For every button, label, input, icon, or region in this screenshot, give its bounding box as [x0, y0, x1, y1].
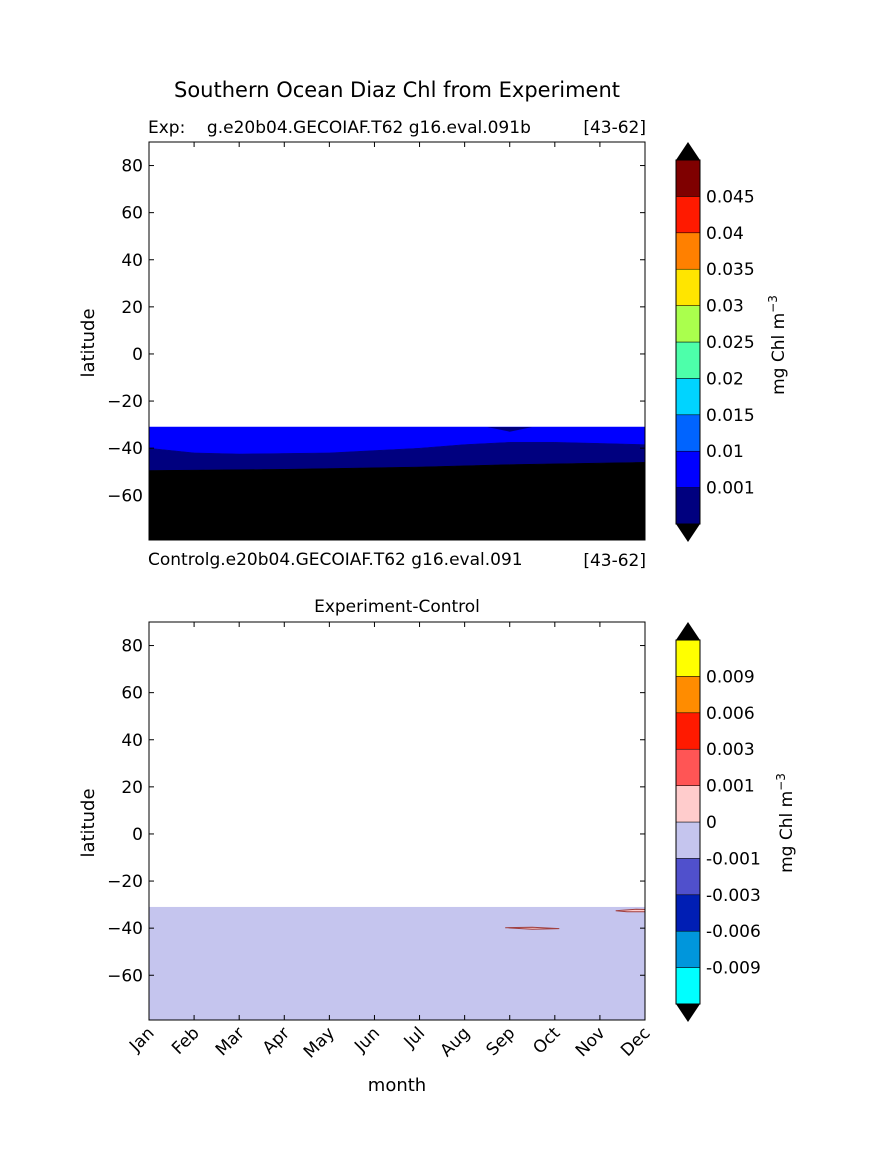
colorbar-segment — [675, 159, 701, 197]
difference-colorbar: -0.009 -0.006 -0.003 -0.001 0 0.001 0.003 0.006… — [675, 622, 761, 1022]
y-tick-label: 80 — [121, 157, 143, 177]
y-tick-label: 0 — [132, 345, 143, 365]
month-label: May — [300, 1023, 339, 1062]
colorbar-tick-label: 0.035 — [706, 260, 755, 280]
y-tick-label: −20 — [107, 872, 143, 892]
colorbar-frame — [675, 159, 701, 525]
y-tick-label: 20 — [121, 778, 143, 798]
difference-y-axis: 80 60 40 20 0 −20 −40 −60 — [107, 637, 645, 986]
month-label: Aug — [437, 1023, 475, 1061]
colorbar-segment — [675, 305, 701, 343]
month-label: Jan — [125, 1023, 158, 1056]
colorbar-tick-label: -0.006 — [706, 922, 761, 942]
month-label: Apr — [259, 1023, 294, 1058]
difference-fill — [149, 906, 645, 1020]
experiment-y-label: latitude — [78, 308, 99, 377]
colorbar-segment — [675, 930, 701, 968]
experiment-y-axis: 80 60 40 20 0 −20 −40 −60 — [107, 157, 645, 506]
colorbar-segment — [675, 894, 701, 932]
colorbar-tick-label: 0.006 — [706, 704, 755, 724]
experiment-colorbar: 0.001 0.01 0.015 0.02 0.025 0.03 0.035 0.04 0.04… — [675, 142, 755, 542]
y-tick-label: 0 — [132, 825, 143, 845]
difference-y-label: latitude — [78, 788, 99, 857]
month-label: Jul — [400, 1023, 429, 1052]
month-label: Dec — [617, 1023, 654, 1060]
month-label: Jun — [350, 1023, 384, 1057]
colorbar-segment — [675, 378, 701, 416]
colorbar-segment — [675, 450, 701, 488]
figure-title: Southern Ocean Diaz Chl from Experiment — [174, 78, 620, 102]
month-label: Feb — [168, 1023, 203, 1058]
colorbar-frame — [675, 639, 701, 1005]
y-tick-label: −40 — [107, 919, 143, 939]
colorbar-segment — [675, 858, 701, 896]
y-tick-label: −20 — [107, 392, 143, 412]
colorbar-segment — [675, 487, 701, 525]
difference-plot-frame — [148, 621, 646, 1021]
colorbar-tick-label: 0.015 — [706, 406, 755, 426]
month-label: Sep — [482, 1023, 519, 1060]
colorbar-tick-label: 0.001 — [706, 479, 755, 499]
colorbar-tick-label: 0.04 — [706, 224, 744, 244]
colorbar-segment — [675, 821, 701, 859]
colorbar-segment — [675, 712, 701, 750]
y-tick-label: −60 — [107, 486, 143, 506]
colorbar-over-arrow — [676, 142, 700, 160]
colorbar-segment — [675, 341, 701, 379]
colorbar-segment — [675, 268, 701, 306]
colorbar-tick-label: 0.025 — [706, 333, 755, 353]
colorbar-tick-label: 0.045 — [706, 187, 755, 207]
experiment-years: [43-62] — [583, 118, 646, 138]
difference-colorbar-label: mg Chl m−3 — [774, 773, 797, 873]
y-tick-label: −40 — [107, 439, 143, 459]
y-tick-label: 60 — [121, 684, 143, 704]
y-tick-label: 20 — [121, 298, 143, 318]
colorbar-segment — [675, 639, 701, 677]
difference-title: Experiment-Control — [314, 597, 480, 617]
experiment-plot-data — [148, 142, 646, 541]
y-tick-label: 60 — [121, 204, 143, 224]
colorbar-under-arrow — [676, 1004, 700, 1022]
colorbar-segment — [675, 232, 701, 270]
y-tick-label: 40 — [121, 731, 143, 751]
difference-x-label: month — [368, 1075, 426, 1096]
colorbar-segment — [675, 967, 701, 1005]
contour-feature — [487, 427, 533, 432]
month-label: Nov — [572, 1023, 610, 1061]
colorbar-tick-label: -0.003 — [706, 886, 761, 906]
y-tick-label: 80 — [121, 637, 143, 657]
colorbar-tick-label: 0.003 — [706, 740, 755, 760]
colorbar-under-arrow — [676, 524, 700, 542]
month-label: Oct — [529, 1023, 564, 1058]
colorbar-segment — [675, 748, 701, 786]
difference-plot-data — [149, 906, 646, 1020]
colorbar-tick-label: 0.009 — [706, 667, 755, 687]
colorbar-segment — [675, 196, 701, 234]
colorbar-tick-label: -0.009 — [706, 959, 761, 979]
colorbar-tick-label: 0 — [706, 813, 717, 833]
colorbar-tick-label: 0.02 — [706, 369, 744, 389]
month-label: Mar — [212, 1023, 249, 1060]
experiment-label: Exp: g.e20b04.GECOIAF.T62 g16.eval.091b — [148, 118, 531, 138]
colorbar-tick-label: 0.03 — [706, 297, 744, 317]
y-tick-label: −60 — [107, 966, 143, 986]
colorbar-tick-label: 0.01 — [706, 442, 744, 462]
control-label: Controlg.e20b04.GECOIAF.T62 g16.eval.091 — [148, 550, 523, 570]
colorbar-tick-label: -0.001 — [706, 849, 761, 869]
contour-band — [148, 462, 646, 541]
colorbar-segment — [675, 785, 701, 823]
colorbar-over-arrow — [676, 622, 700, 640]
experiment-colorbar-label: mg Chl m−3 — [766, 295, 789, 395]
y-tick-label: 40 — [121, 251, 143, 271]
contour-feature — [505, 926, 560, 930]
colorbar-tick-label: 0.001 — [706, 777, 755, 797]
colorbar-segment — [675, 414, 701, 452]
colorbar-segment — [675, 676, 701, 714]
experiment-plot-frame — [148, 141, 646, 541]
control-years: [43-62] — [583, 551, 646, 571]
